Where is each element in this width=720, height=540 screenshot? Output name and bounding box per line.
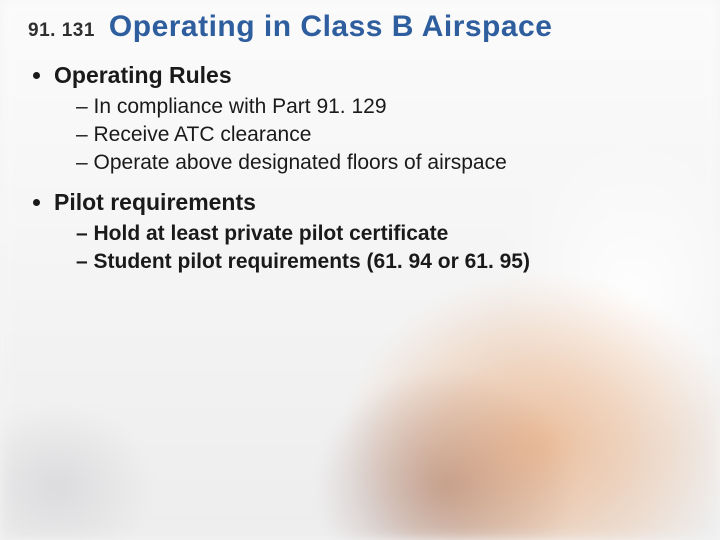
sub-bullet-list: Hold at least private pilot certificate S… [54,222,692,274]
bullet-list: Operating Rules In compliance with Part 9… [28,62,692,274]
bullet-item: Operating Rules In compliance with Part 9… [54,62,692,175]
section-number: 91. 131 [28,20,95,42]
sub-bullet-item: In compliance with Part 91. 129 [76,95,692,119]
sub-bullet-item: Receive ATC clearance [76,123,692,147]
sub-bullet-item: Hold at least private pilot certificate [76,222,692,246]
bullet-item: Pilot requirements Hold at least private … [54,189,692,274]
slide-body: 91. 131 Operating in Class B Airspace Op… [0,0,720,540]
sub-bullet-item: Student pilot requirements (61. 94 or 61… [76,250,692,274]
bullet-heading: Pilot requirements [54,189,256,215]
title-row: 91. 131 Operating in Class B Airspace [28,10,692,44]
bullet-heading: Operating Rules [54,62,232,88]
sub-bullet-item: Operate above designated floors of airsp… [76,151,692,175]
sub-bullet-list: In compliance with Part 91. 129 Receive A… [54,95,692,175]
slide-title: Operating in Class B Airspace [109,10,553,44]
